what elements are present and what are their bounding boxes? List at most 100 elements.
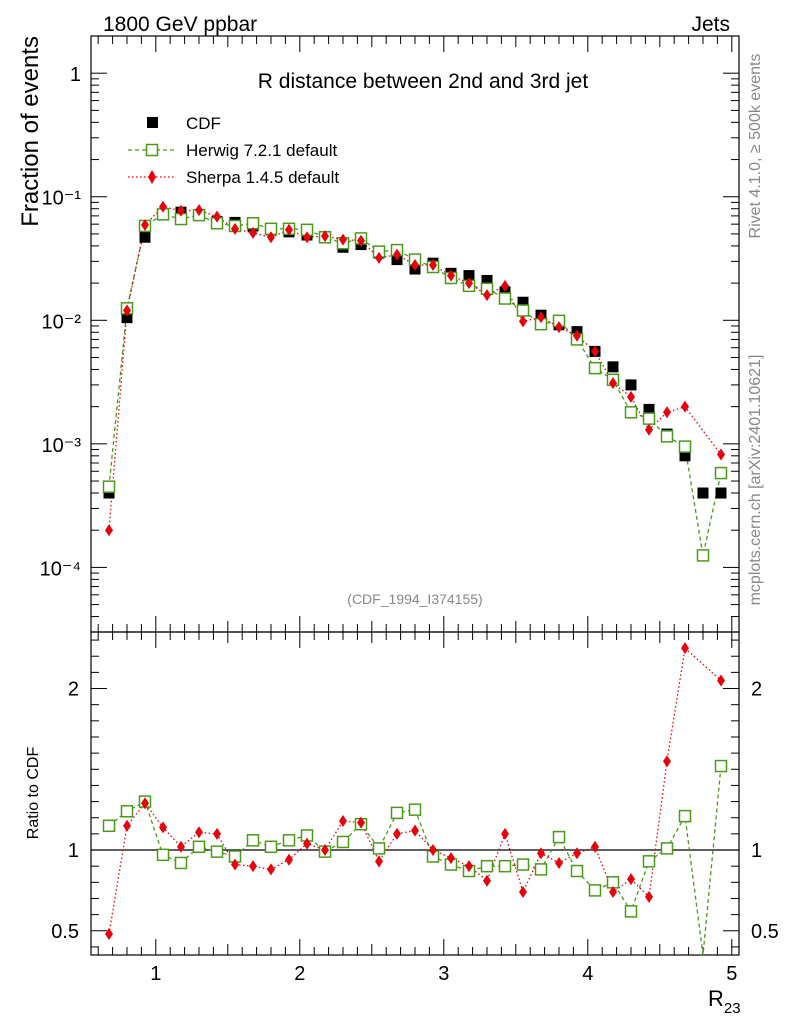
ratio-plot-frame bbox=[90, 631, 740, 956]
main-y-tick-label: 10⁻² bbox=[42, 311, 82, 333]
point-cdf bbox=[607, 361, 619, 373]
ratio-point-sherpa bbox=[591, 840, 599, 853]
ratio-point-herwig bbox=[282, 834, 296, 847]
ratio-point-sherpa bbox=[429, 844, 437, 857]
point-sherpa bbox=[177, 204, 185, 217]
ratio-point-sherpa bbox=[159, 821, 167, 834]
ratio-point-herwig bbox=[516, 858, 530, 871]
legend-sherpa-marker bbox=[148, 170, 156, 184]
ratio-point-herwig bbox=[408, 803, 422, 816]
ratio-series-layer bbox=[102, 642, 728, 956]
ratio-line-herwig bbox=[108, 765, 722, 956]
x-axis-label-subscript: 23 bbox=[724, 1000, 741, 1017]
ratio-point-sherpa bbox=[285, 853, 293, 866]
ratio-point-herwig bbox=[210, 845, 224, 858]
point-sherpa bbox=[573, 329, 581, 342]
point-cdf bbox=[679, 450, 691, 462]
point-sherpa bbox=[429, 259, 437, 272]
legend-herwig-label: Herwig 7.2.1 default bbox=[186, 141, 337, 160]
point-sherpa bbox=[465, 277, 473, 290]
point-sherpa bbox=[519, 315, 527, 328]
point-sherpa bbox=[141, 219, 149, 232]
ratio-point-sherpa bbox=[123, 819, 131, 832]
point-sherpa bbox=[123, 304, 131, 317]
point-sherpa bbox=[303, 231, 311, 244]
ratio-point-herwig bbox=[264, 840, 278, 854]
ratio-point-sherpa bbox=[573, 847, 581, 860]
ratio-point-herwig bbox=[588, 884, 602, 897]
x-axis-label: R23 bbox=[708, 986, 741, 1017]
ratio-point-herwig bbox=[174, 856, 188, 870]
ratio-y-tick-label-right: 1 bbox=[751, 840, 762, 862]
point-sherpa bbox=[663, 406, 671, 419]
point-sherpa bbox=[393, 248, 401, 261]
x-tick-label: 4 bbox=[582, 963, 593, 985]
ratio-point-herwig bbox=[534, 863, 548, 876]
ratio-point-herwig bbox=[336, 835, 350, 849]
ratio-point-herwig bbox=[390, 806, 404, 820]
ratio-point-sherpa bbox=[105, 928, 113, 941]
x-tick-label: 5 bbox=[726, 963, 737, 985]
ratio-point-sherpa bbox=[465, 860, 473, 873]
ratio-point-sherpa bbox=[681, 642, 689, 655]
legend: CDF Herwig 7.2.1 default Sherpa 1.4.5 de… bbox=[128, 114, 339, 187]
point-sherpa bbox=[321, 230, 329, 243]
ratio-point-sherpa bbox=[303, 837, 311, 850]
point-sherpa bbox=[447, 269, 455, 282]
ratio-point-herwig bbox=[678, 809, 692, 823]
point-herwig bbox=[678, 440, 692, 453]
point-cdf bbox=[121, 312, 133, 324]
ratio-y-tick-label-right: 0.5 bbox=[751, 921, 779, 943]
x-tick-label: 2 bbox=[294, 963, 305, 985]
ratio-point-sherpa bbox=[357, 816, 365, 829]
main-y-tick-labels: 1 10⁻¹ 10⁻² 10⁻³ 10⁻⁴ bbox=[40, 64, 82, 580]
plot-title: R distance between 2nd and 3rd jet bbox=[258, 70, 589, 93]
ratio-line-sherpa bbox=[108, 646, 722, 935]
point-herwig bbox=[624, 406, 638, 419]
ratio-point-herwig bbox=[246, 834, 260, 847]
point-herwig bbox=[498, 292, 512, 305]
ratio-point-herwig bbox=[624, 905, 638, 918]
point-cdf bbox=[103, 487, 115, 499]
header-energy-label: 1800 GeV ppbar bbox=[103, 13, 257, 36]
point-sherpa bbox=[267, 231, 275, 244]
legend-cdf-marker bbox=[147, 117, 158, 128]
point-herwig bbox=[642, 412, 656, 425]
ratio-point-sherpa bbox=[213, 827, 221, 840]
ratio-point-sherpa bbox=[177, 840, 185, 853]
point-sherpa bbox=[483, 289, 491, 302]
main-y-tick-label: 10⁻³ bbox=[42, 435, 82, 457]
point-sherpa bbox=[681, 400, 689, 413]
point-cdf bbox=[643, 403, 655, 415]
ratio-point-sherpa bbox=[609, 886, 617, 899]
ratio-point-sherpa bbox=[645, 890, 653, 903]
ratio-point-herwig bbox=[156, 848, 170, 862]
ratio-point-herwig bbox=[192, 840, 206, 854]
point-sherpa bbox=[537, 311, 545, 324]
ratio-panel: 0.5 0.51 12 21 2 3 4 5 Ratio to CDF R23 bbox=[25, 631, 779, 1017]
point-sherpa bbox=[105, 524, 113, 537]
ratio-point-herwig bbox=[480, 859, 494, 873]
ratio-point-sherpa bbox=[267, 863, 275, 876]
ratio-point-sherpa bbox=[501, 827, 509, 840]
ratio-point-herwig bbox=[570, 864, 584, 878]
point-sherpa bbox=[411, 259, 419, 272]
ratio-point-sherpa bbox=[717, 674, 725, 687]
ratio-point-sherpa bbox=[519, 886, 527, 899]
ratio-point-sherpa bbox=[627, 873, 635, 886]
ratio-point-herwig bbox=[120, 805, 134, 818]
ratio-point-sherpa bbox=[555, 856, 563, 869]
ratio-y-tick-label: 1 bbox=[68, 840, 79, 862]
point-cdf bbox=[715, 487, 727, 499]
ratio-point-sherpa bbox=[195, 826, 203, 839]
point-herwig bbox=[588, 361, 602, 375]
point-sherpa bbox=[213, 210, 221, 223]
analysis-id-label: (CDF_1994_I374155) bbox=[347, 591, 482, 607]
ratio-y-tick-label: 0.5 bbox=[51, 921, 79, 943]
rivet-version-label: Rivet 4.1.0, ≥ 500k events bbox=[747, 54, 764, 239]
x-tick-label: 3 bbox=[438, 963, 449, 985]
main-y-tick-label: 10⁻¹ bbox=[42, 188, 82, 210]
ratio-point-sherpa bbox=[447, 852, 455, 865]
point-cdf bbox=[517, 296, 529, 308]
